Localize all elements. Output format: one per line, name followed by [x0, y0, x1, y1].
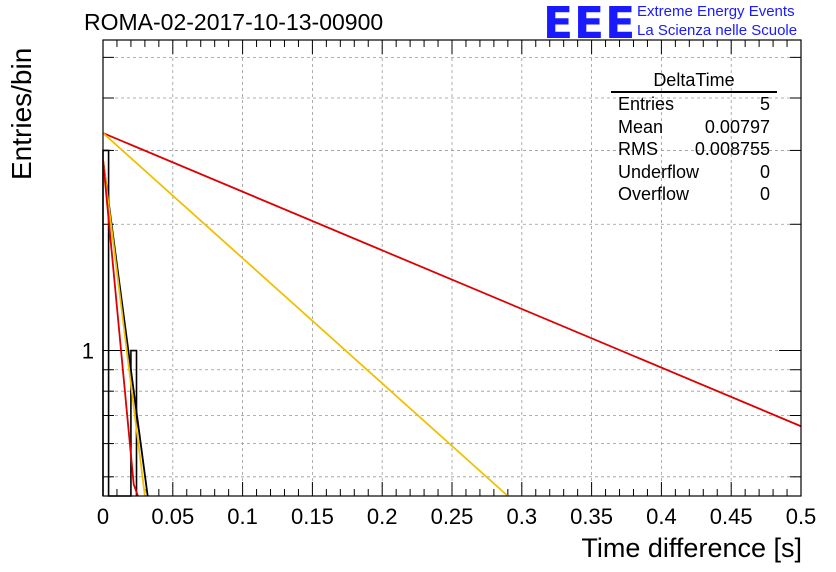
fit-lines — [102, 132, 802, 497]
fit-line — [102, 132, 802, 428]
x-tick-label: 0.1 — [227, 504, 258, 529]
stats-title: DeltaTime — [611, 69, 777, 93]
x-tick-label: 0.3 — [507, 504, 538, 529]
stats-row: Mean 0.00797 — [611, 116, 777, 139]
x-tick-label: 0.5 — [786, 504, 817, 529]
stats-label: Underflow — [618, 161, 700, 182]
fit-line — [102, 159, 146, 497]
fit-line — [102, 132, 509, 497]
stats-value: 0.00797 — [704, 116, 770, 137]
stats-row: RMS 0.008755 — [611, 138, 777, 161]
logo-subtitle-1: Extreme Energy Events — [637, 3, 795, 20]
stats-label: RMS — [618, 139, 658, 160]
stats-value: 0 — [759, 184, 770, 205]
stats-label: Entries — [618, 94, 675, 114]
stats-box: DeltaTime Entries 5 Mean 0.00797 RMS 0.0… — [611, 69, 777, 206]
stats-label: Overflow — [618, 184, 690, 205]
fit-line — [102, 159, 139, 497]
x-tick-label: 0.35 — [570, 504, 613, 529]
stats-row: Entries 5 — [611, 93, 777, 116]
x-tick-label: 0.15 — [291, 504, 334, 529]
x-tick-label: 0.4 — [646, 504, 677, 529]
logo-subtitle-2: La Scienza nelle Scuole — [637, 22, 798, 39]
x-tick-label: 0 — [97, 504, 109, 529]
x-axis-label: Time difference [s] — [581, 533, 802, 563]
y-tick-label: 1 — [82, 339, 94, 364]
plot-title: ROMA-02-2017-10-13-00900 — [84, 9, 384, 35]
stats-row: Underflow 0 — [611, 161, 777, 184]
y-tick-labels: 1 — [82, 339, 94, 364]
plot-frame — [102, 39, 802, 497]
eee-logo: EEE — [543, 0, 637, 49]
stats-row: Overflow 0 — [611, 183, 777, 206]
x-tick-labels: 0 0.05 0.1 0.15 0.2 0.25 0.3 0.35 0.4 0.45 0.5 — [97, 504, 816, 529]
x-tick-label: 0.05 — [151, 504, 194, 529]
x-tick-label: 0.45 — [710, 504, 753, 529]
stats-label: Mean — [618, 116, 664, 137]
x-tick-label: 0.25 — [431, 504, 474, 529]
stats-value: 0.008755 — [694, 139, 770, 160]
stats-value: 0 — [759, 161, 770, 182]
grid — [103, 40, 801, 496]
x-tick-label: 0.2 — [367, 504, 398, 529]
y-axis-label: Entries/bin — [6, 47, 37, 180]
stats-value: 5 — [759, 94, 770, 114]
